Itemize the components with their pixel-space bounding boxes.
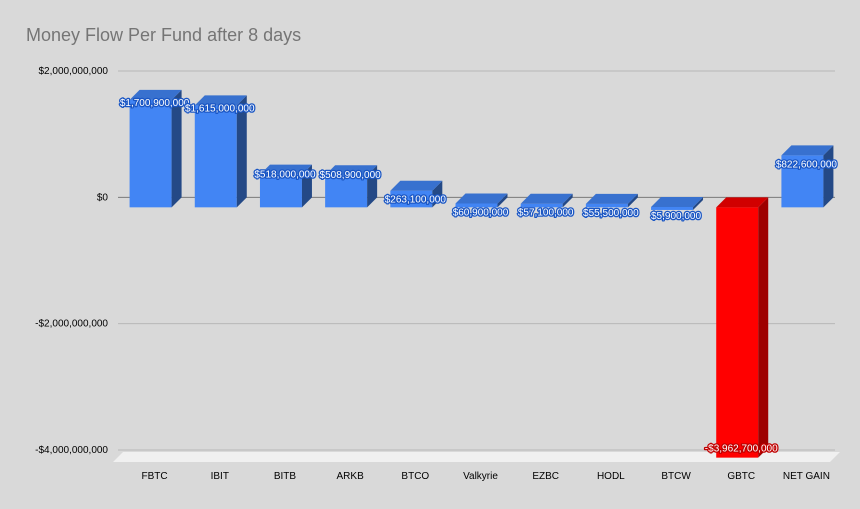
x-tick-label: IBIT	[211, 471, 229, 482]
x-tick-label: FBTC	[142, 471, 168, 482]
data-label: $57,100,000	[518, 208, 574, 219]
bar	[129, 99, 172, 208]
x-tick-label: ARKB	[337, 471, 365, 482]
bar-top	[325, 165, 378, 176]
data-label: $55,500,000	[583, 208, 639, 219]
bar-top	[129, 89, 182, 100]
bar-side	[171, 89, 182, 208]
data-label: $60,900,000	[453, 207, 509, 218]
y-tick-label: -$2,000,000,000	[35, 319, 108, 330]
bar-side	[497, 193, 508, 208]
bar-top	[651, 196, 704, 207]
x-tick-label: HODL	[597, 471, 625, 482]
bar	[259, 174, 302, 208]
y-tick-label: -$4,000,000,000	[35, 445, 108, 456]
bar	[325, 175, 368, 208]
bar-top	[390, 180, 443, 191]
data-label: $1,700,900,000	[120, 98, 190, 109]
bar-side	[758, 197, 769, 458]
y-tick-label: $2,000,000,000	[38, 66, 108, 77]
bar-side	[693, 196, 704, 210]
bar-top	[259, 164, 312, 175]
bar-top	[781, 145, 834, 156]
data-label: $263,100,000	[385, 195, 447, 206]
chart-title: Money Flow Per Fund after 8 days	[26, 25, 302, 45]
data-label: $1,615,000,000	[185, 103, 255, 114]
bar-top	[585, 193, 638, 204]
chart-floor	[113, 452, 840, 462]
bar	[194, 105, 237, 208]
x-tick-label: NET GAIN	[783, 471, 830, 482]
data-label: $5,900,000	[651, 211, 701, 222]
bar	[520, 203, 563, 208]
data-label: $518,000,000	[254, 170, 316, 181]
bar-side	[301, 164, 312, 208]
x-tick-label: BTCO	[401, 471, 429, 482]
bar-top	[716, 197, 769, 208]
data-label: $822,600,000	[776, 159, 838, 170]
y-tick-label: $0	[97, 192, 109, 203]
bar-top	[455, 193, 508, 204]
x-tick-label: EZBC	[532, 471, 559, 482]
bar	[781, 155, 824, 208]
x-tick-label: GBTC	[727, 471, 755, 482]
bar-side	[562, 193, 573, 208]
bar	[585, 203, 628, 208]
bar-top	[194, 95, 247, 106]
x-tick-label: BTCW	[661, 471, 691, 482]
bar-side	[367, 165, 378, 208]
data-label: -$3,962,700,000	[705, 444, 778, 455]
x-tick-label: Valkyrie	[463, 471, 498, 482]
bar	[390, 190, 433, 208]
bar-top	[520, 193, 573, 204]
data-label: $508,900,000	[320, 170, 382, 181]
bar-side	[627, 193, 638, 208]
bar-side	[823, 145, 834, 208]
bar-side	[432, 180, 443, 208]
bar	[651, 206, 694, 210]
bar	[716, 207, 759, 458]
bar	[455, 203, 498, 208]
bar-side	[236, 95, 247, 208]
x-tick-label: BITB	[274, 471, 297, 482]
